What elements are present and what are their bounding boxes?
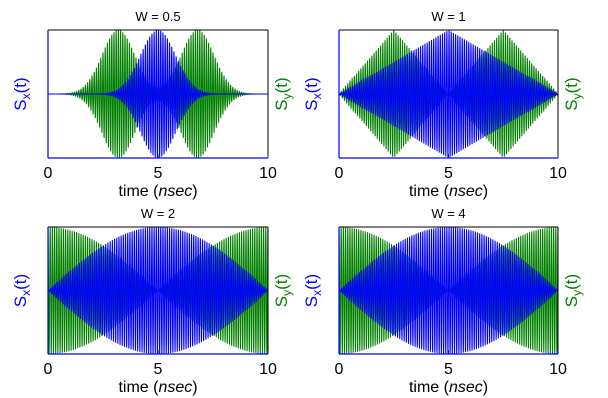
y-axis-label-left: Sx(t) bbox=[302, 274, 324, 307]
x-tick-label: 0 bbox=[335, 165, 344, 182]
plot-area bbox=[339, 30, 558, 158]
x-axis-label: time (nsec) bbox=[409, 379, 488, 396]
series-line-sx bbox=[339, 30, 558, 158]
y-axis-label-right: Sy(t) bbox=[562, 274, 584, 307]
plot-area bbox=[48, 227, 268, 354]
x-tick-label: 10 bbox=[549, 165, 567, 182]
x-tick-label: 5 bbox=[154, 165, 163, 182]
y-axis-label-left: Sx(t) bbox=[11, 77, 33, 110]
x-tick-label: 5 bbox=[444, 361, 453, 378]
subplot-2: W = 1 0 5 10 time (nsec) Sx(t) Sy(t) bbox=[302, 9, 584, 200]
y-axis-label-left: Sx(t) bbox=[11, 274, 33, 307]
subplot-4: W = 4 0 5 10 time (nsec) Sx(t) Sy(t) bbox=[302, 206, 584, 396]
x-tick-label: 0 bbox=[335, 361, 344, 378]
x-tick-label: 10 bbox=[549, 361, 567, 378]
subplot-title: W = 4 bbox=[431, 206, 465, 221]
x-axis-label: time (nsec) bbox=[409, 183, 488, 200]
x-tick-label: 0 bbox=[44, 165, 53, 182]
y-axis-label-right: Sy(t) bbox=[562, 77, 584, 110]
x-tick-label: 5 bbox=[154, 361, 163, 378]
subplot-title: W = 0.5 bbox=[135, 9, 180, 24]
series-line-sx bbox=[339, 227, 558, 354]
x-tick-label: 5 bbox=[444, 165, 453, 182]
subplot-title: W = 2 bbox=[141, 206, 175, 221]
plot-area bbox=[339, 227, 558, 354]
y-axis-label-right: Sy(t) bbox=[272, 274, 294, 307]
x-axis-label: time (nsec) bbox=[118, 183, 197, 200]
series-line-sx bbox=[48, 30, 268, 158]
x-tick-label: 0 bbox=[44, 361, 53, 378]
y-axis-label-right: Sy(t) bbox=[272, 77, 294, 110]
subplot-1: W = 0.5 0 5 10 time (nsec) Sx(t) Sy(t) bbox=[11, 9, 294, 200]
subplot-title: W = 1 bbox=[431, 9, 465, 24]
subplot-3: W = 2 0 5 10 time (nsec) Sx(t) Sy(t) bbox=[11, 206, 294, 396]
x-axis-label: time (nsec) bbox=[118, 379, 197, 396]
x-tick-label: 10 bbox=[259, 165, 277, 182]
x-tick-label: 10 bbox=[259, 361, 277, 378]
plot-area bbox=[48, 30, 268, 158]
series-line-sx bbox=[48, 227, 268, 354]
y-axis-label-left: Sx(t) bbox=[302, 77, 324, 110]
